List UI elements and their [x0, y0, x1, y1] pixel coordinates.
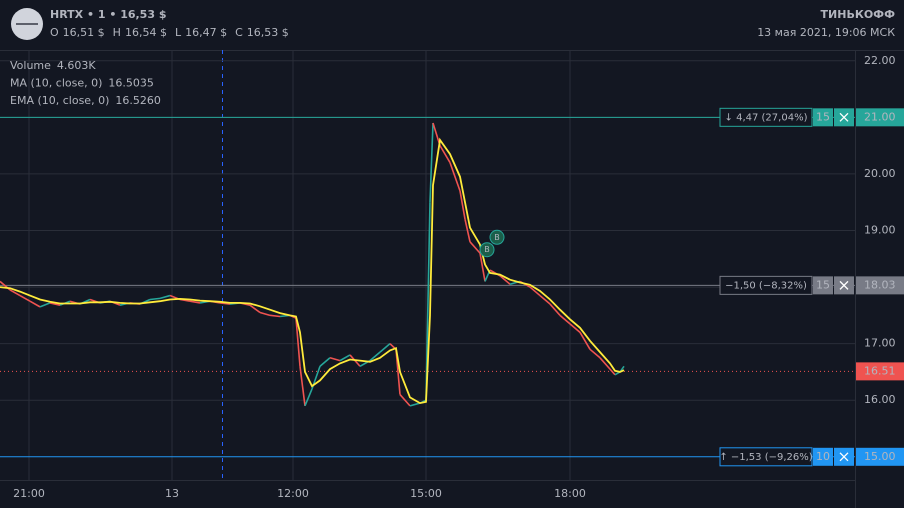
- price-label-box: [856, 276, 904, 295]
- ohlc-value: 16,47 $: [185, 26, 227, 39]
- legend-value: 16.5035: [108, 77, 154, 90]
- close-icon: [839, 452, 849, 462]
- ohlc-key: L: [175, 26, 182, 39]
- price-segment: [319, 357, 331, 367]
- legend-value: 16.5260: [115, 94, 161, 107]
- order-qty: 10: [816, 450, 830, 463]
- ohlc-value: 16,51 $: [63, 26, 105, 39]
- order-box[interactable]: [719, 275, 813, 295]
- x-tick-label: 12:00: [277, 487, 309, 500]
- price-segment: [399, 394, 411, 407]
- y-tick-label: 17.00: [864, 337, 896, 350]
- price-segment: [609, 368, 616, 376]
- last-price-label: 16.51: [864, 364, 896, 377]
- price-segment: [579, 331, 591, 350]
- price-segment: [459, 190, 466, 220]
- last-price-box: [856, 362, 904, 381]
- price-segment: [559, 314, 571, 325]
- legend-name: Volume: [10, 59, 51, 72]
- trade-marker[interactable]: [479, 242, 495, 258]
- price-segment: [259, 311, 271, 317]
- legend-value: 4.603K: [57, 59, 96, 72]
- price-segment: [189, 300, 201, 304]
- price-label-box: [856, 447, 904, 466]
- order-label: ↑ −1,53 (−9,26%): [719, 452, 812, 463]
- order-label: ↓ 4,47 (27,04%): [725, 112, 808, 123]
- order-box[interactable]: [719, 447, 813, 467]
- trade-marker-label: B: [484, 245, 490, 254]
- price-segment: [339, 354, 351, 362]
- x-tick-label: 15:00: [410, 487, 442, 500]
- price-segment: [29, 300, 41, 308]
- price-segment: [295, 318, 301, 367]
- price-segment: [529, 286, 541, 297]
- symbol-title[interactable]: HRTX • 1 • 16,53 $: [50, 8, 166, 21]
- price-segment: [499, 275, 511, 285]
- price-segment: [39, 302, 51, 308]
- close-icon: [839, 280, 849, 290]
- legend-name: EMA (10, close, 0): [10, 94, 109, 107]
- trade-marker[interactable]: [489, 229, 505, 245]
- price-segment: [464, 218, 471, 242]
- price-segment: [369, 351, 381, 362]
- ohlc-value: 16,53 $: [247, 26, 289, 39]
- price-segment: [269, 314, 281, 318]
- order-qty: 15: [816, 278, 830, 291]
- price-segment: [149, 297, 161, 301]
- price-segment: [569, 323, 581, 333]
- price-segment: [425, 202, 431, 401]
- order-box[interactable]: [719, 107, 813, 127]
- price-segment: [429, 122, 434, 203]
- order-qty-box[interactable]: [813, 447, 833, 466]
- order-qty: 15: [816, 110, 830, 123]
- price-segment: [159, 294, 171, 300]
- price-label: 21.00: [864, 110, 896, 123]
- price-label: 15.00: [864, 450, 896, 463]
- price-segment: [549, 303, 561, 316]
- price-segment: [599, 357, 611, 370]
- price-segment: [469, 241, 481, 254]
- price-segment: [249, 304, 261, 314]
- ohlc-key: H: [113, 26, 121, 39]
- price-segment: [49, 302, 61, 306]
- price-segment: [539, 294, 551, 305]
- price-segment: [479, 252, 486, 282]
- price-label: 18.03: [864, 278, 896, 291]
- price-segment: [299, 366, 306, 406]
- y-tick-label: 16.00: [864, 393, 896, 406]
- y-tick-label: 19.00: [864, 223, 896, 236]
- price-segment: [379, 343, 391, 353]
- price-segment: [19, 294, 31, 302]
- price-segment: [329, 357, 341, 362]
- y-tick-label: 20.00: [864, 167, 896, 180]
- order-label: −1,50 (−8,32%): [725, 280, 807, 291]
- price-label-box: [856, 108, 904, 127]
- ohlc-key: O: [50, 26, 59, 39]
- price-segment: [449, 162, 461, 192]
- x-tick-label: 21:00: [13, 487, 45, 500]
- ma-line: [0, 137, 625, 405]
- close-icon: [839, 112, 849, 122]
- price-segment: [589, 348, 601, 359]
- price-segment: [439, 145, 451, 163]
- datetime: 13 мая 2021, 19:06 МСК: [757, 26, 895, 39]
- trade-marker-label: B: [494, 233, 500, 242]
- x-tick-label: 13: [165, 487, 179, 500]
- price-segment: [9, 289, 21, 297]
- ohlc-value: 16,54 $: [125, 26, 167, 39]
- price-segment: [304, 388, 313, 407]
- y-tick-label: 22.00: [864, 54, 896, 67]
- legend-name: MA (10, close, 0): [10, 77, 102, 90]
- brand: ТИНЬКОФФ: [821, 8, 896, 21]
- ohlc-key: C: [235, 26, 243, 39]
- x-tick-label: 18:00: [554, 487, 586, 500]
- order-qty-box[interactable]: [813, 276, 833, 295]
- order-qty-box[interactable]: [813, 108, 833, 127]
- price-segment: [219, 302, 231, 305]
- price-segment: [409, 402, 421, 407]
